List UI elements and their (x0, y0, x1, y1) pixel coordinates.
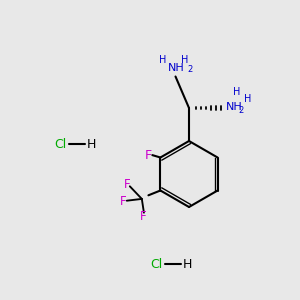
Text: 2: 2 (187, 65, 192, 74)
Text: H: H (87, 137, 96, 151)
Text: F: F (144, 148, 152, 162)
Text: F: F (124, 178, 130, 191)
Text: F: F (120, 195, 127, 208)
Text: Cl: Cl (54, 137, 66, 151)
Text: H: H (183, 257, 192, 271)
Text: NH: NH (168, 63, 184, 73)
Text: F: F (140, 210, 147, 223)
Text: H: H (244, 94, 252, 104)
Text: H: H (233, 87, 241, 97)
Text: H: H (159, 55, 166, 65)
Text: NH: NH (226, 102, 243, 112)
Text: 2: 2 (238, 106, 243, 116)
Text: H: H (182, 55, 189, 65)
Text: Cl: Cl (150, 257, 162, 271)
